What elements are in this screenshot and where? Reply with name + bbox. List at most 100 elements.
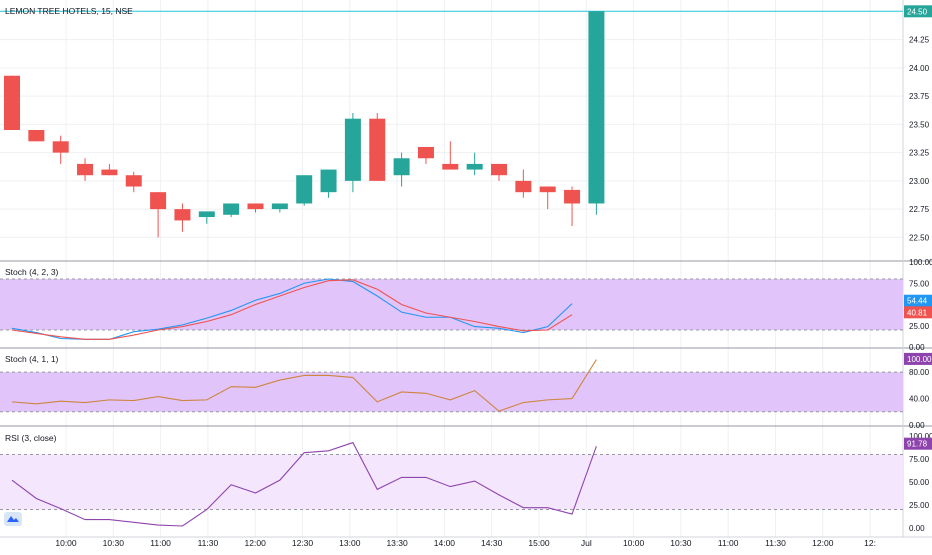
- tradingview-logo-icon[interactable]: [4, 512, 22, 526]
- candle[interactable]: [539, 186, 556, 210]
- price-tick-label: 0.00: [909, 343, 925, 352]
- price-tick-label: 40.00: [909, 395, 930, 404]
- price-tick-label: 22.50: [909, 233, 930, 242]
- last-value-badge: 24.50: [904, 5, 932, 18]
- time-tick-label: 12:: [864, 538, 876, 548]
- indicator-line-1-1[interactable]: [11, 279, 573, 340]
- candle[interactable]: [417, 146, 434, 164]
- price-tick-label: 100.00: [909, 258, 932, 267]
- candle[interactable]: [296, 175, 313, 206]
- candle-body: [4, 75, 20, 130]
- time-tick-label: 12:00: [812, 538, 834, 548]
- price-tick-label: 75.00: [909, 279, 930, 288]
- svg-text:91.78: 91.78: [907, 440, 928, 449]
- candle[interactable]: [174, 203, 191, 232]
- stoch-4-1-1-title: Stoch (4, 1, 1): [5, 354, 59, 364]
- candle[interactable]: [223, 203, 240, 218]
- candle-body: [198, 211, 215, 218]
- candle[interactable]: [344, 113, 361, 193]
- price-axis[interactable]: 24.25 24.00 23.75 23.50 23.25 23.00 22.75 22.50…: [904, 5, 932, 533]
- candle-body: [466, 163, 483, 170]
- indicator-band: [0, 454, 903, 510]
- time-tick-label: 14:00: [434, 538, 456, 548]
- candle-body: [442, 163, 459, 170]
- candle-body: [271, 203, 288, 210]
- candle[interactable]: [125, 171, 142, 193]
- rsi-title: RSI (3, close): [5, 433, 57, 443]
- candle[interactable]: [52, 135, 69, 164]
- time-axis[interactable]: 10:00 10:30 11:00 11:30 12:00 12:30 13:00 13:30…: [55, 538, 876, 548]
- candle[interactable]: [320, 169, 337, 198]
- candle[interactable]: [271, 203, 288, 213]
- time-tick-label: Jul: [581, 538, 592, 548]
- indicator-line-2-0[interactable]: [11, 359, 597, 412]
- price-tick-label: 23.50: [909, 120, 930, 129]
- candle[interactable]: [369, 113, 386, 181]
- candle-body: [223, 203, 240, 215]
- indicator-band: [0, 279, 903, 330]
- price-tick-label: 100.00: [909, 432, 932, 441]
- candle[interactable]: [198, 211, 215, 224]
- price-tick-label: 25.00: [909, 501, 930, 510]
- indicator-panes[interactable]: [11, 278, 597, 527]
- candle-body: [52, 141, 69, 153]
- candle[interactable]: [28, 130, 45, 142]
- candle-body: [77, 163, 94, 176]
- svg-text:40.81: 40.81: [907, 308, 928, 317]
- candle[interactable]: [564, 186, 581, 227]
- price-tick-label: 0.00: [909, 524, 925, 533]
- pane-titles: LEMON TREE HOTELS, 15, NSE Stoch (4, 2, …: [5, 6, 133, 443]
- candle-body: [344, 118, 361, 181]
- indicator-line-3-0[interactable]: [11, 441, 597, 527]
- grid-layer: [0, 0, 932, 538]
- price-tick-label: 24.00: [909, 64, 930, 73]
- time-tick-label: 11:00: [718, 538, 739, 548]
- price-tick-label: 75.00: [909, 455, 930, 464]
- candle[interactable]: [77, 158, 94, 181]
- candle-body: [174, 209, 191, 221]
- time-tick-label: 11:30: [198, 538, 219, 548]
- candle-body: [491, 163, 507, 176]
- price-tick-label: 50.00: [909, 478, 930, 487]
- candle[interactable]: [491, 163, 507, 181]
- candle-body: [247, 203, 264, 210]
- candle-body: [564, 189, 581, 204]
- candle[interactable]: [515, 169, 532, 198]
- svg-text:24.50: 24.50: [907, 7, 928, 16]
- candle[interactable]: [393, 152, 410, 187]
- candle[interactable]: [247, 203, 264, 213]
- svg-text:54.44: 54.44: [907, 297, 928, 306]
- time-tick-label: 10:00: [55, 538, 77, 548]
- candle[interactable]: [101, 163, 118, 176]
- candle-body: [125, 175, 142, 187]
- price-tick-label: 80.00: [909, 368, 930, 377]
- price-tick-label: 23.25: [909, 149, 930, 158]
- price-tick-label: 25.00: [909, 322, 930, 331]
- price-tick-label: 23.00: [909, 177, 930, 186]
- candle-body: [539, 186, 556, 193]
- time-tick-label: 10:00: [623, 538, 645, 548]
- price-pane[interactable]: [0, 10, 903, 238]
- time-tick-label: 11:00: [150, 538, 171, 548]
- candle[interactable]: [442, 141, 459, 170]
- time-tick-label: 12:00: [245, 538, 267, 548]
- candle[interactable]: [150, 192, 167, 238]
- time-tick-label: 13:00: [339, 538, 361, 548]
- price-tick-label: 24.25: [909, 36, 930, 45]
- indicator-bands: [0, 278, 903, 510]
- candle[interactable]: [466, 152, 483, 176]
- time-tick-label: 11:30: [765, 538, 786, 548]
- candle[interactable]: [4, 75, 20, 130]
- candle-body: [296, 175, 313, 204]
- candle-body: [150, 192, 167, 210]
- time-tick-label: 15:00: [528, 538, 550, 548]
- candle-body: [588, 11, 605, 204]
- svg-text:100.00: 100.00: [907, 355, 932, 364]
- price-tick-label: 0.00: [909, 421, 925, 430]
- candle[interactable]: [588, 11, 605, 215]
- last-value-badge: 100.00: [904, 352, 932, 365]
- price-tick-label: 22.75: [909, 205, 930, 214]
- candle-body: [393, 158, 410, 176]
